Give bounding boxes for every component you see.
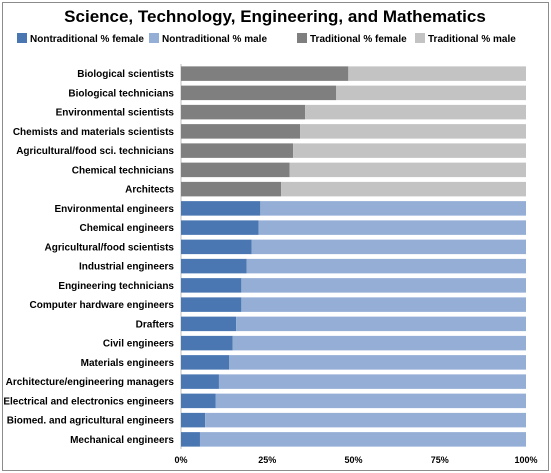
bar-male (236, 316, 526, 332)
legend-swatch (415, 33, 425, 43)
category-label: Industrial engineers (79, 262, 174, 273)
x-tick-label: 75% (431, 455, 449, 465)
bar-female (181, 239, 252, 255)
plot-area (180, 64, 527, 449)
category-label: Mechanical engineers (70, 435, 174, 446)
legend-swatch (149, 33, 159, 43)
category-labels: Biological scientists Biological technici… (3, 69, 174, 446)
bar-male (348, 66, 526, 81)
bar-male (232, 335, 526, 351)
category-label: Drafters (136, 319, 175, 330)
category-label: Architects (125, 185, 174, 196)
category-label: Civil engineers (103, 339, 175, 350)
bar-male (215, 393, 526, 409)
bar-female (181, 124, 301, 139)
category-label: Chemical engineers (80, 223, 175, 234)
category-label: Environmental engineers (55, 204, 175, 215)
bar-male (336, 85, 526, 101)
bar-female (181, 393, 216, 409)
bar-male (205, 412, 526, 428)
category-label: Architecture/engineering managers (6, 377, 175, 388)
bar-male (246, 258, 527, 274)
legend-swatch (17, 33, 27, 43)
bar-female (181, 104, 306, 120)
bar-female (181, 66, 349, 81)
x-axis-ticks: 0% 25% 50% 75% 100% (174, 455, 537, 465)
bar-male (229, 355, 527, 370)
bar-female (181, 181, 282, 197)
legend-label: Traditional % male (428, 34, 516, 45)
category-label: Chemists and materials scientists (13, 127, 175, 138)
legend-label: Traditional % female (310, 34, 407, 45)
bar-male (241, 278, 526, 293)
category-label: Agricultural/food scientists (45, 242, 175, 253)
bar-female (181, 374, 219, 389)
category-label: Engineering technicians (58, 281, 174, 292)
legend-label: Nontraditional % female (30, 34, 144, 45)
category-label: Agricultural/food sci. technicians (16, 146, 174, 157)
bar-male (218, 374, 526, 389)
bar-male (258, 220, 526, 235)
bar-female (181, 143, 294, 158)
category-label: Environmental scientists (56, 108, 175, 119)
bar-male (251, 239, 526, 255)
bar-male (305, 104, 526, 120)
bar-female (181, 162, 290, 178)
x-tick-label: 0% (174, 455, 187, 465)
bar-female (181, 258, 247, 274)
bar-female (181, 412, 206, 428)
bar-male (289, 162, 526, 178)
category-label: Biological scientists (77, 69, 174, 80)
x-tick-label: 100% (514, 455, 537, 465)
category-label: Biological technicians (68, 88, 174, 99)
category-label: Biomed. and agricultural engineers (7, 416, 175, 427)
chart-title: Science, Technology, Engineering, and Ma… (64, 7, 486, 26)
x-tick-label: 25% (258, 455, 276, 465)
category-label: Computer hardware engineers (30, 300, 175, 311)
bar-male (281, 181, 526, 197)
bar-female (181, 85, 337, 101)
bar-male (241, 297, 526, 312)
bar-female (181, 201, 261, 216)
category-label: Materials engineers (81, 358, 175, 369)
bar-female (181, 432, 200, 447)
legend-swatch (297, 33, 307, 43)
bar-female (181, 316, 237, 332)
x-tick-label: 50% (344, 455, 362, 465)
bar-female (181, 220, 259, 235)
bar-male (260, 201, 526, 216)
legend-label: Nontraditional % male (162, 34, 267, 45)
bar-male (300, 124, 526, 139)
bar-female (181, 297, 242, 312)
bar-female (181, 355, 230, 370)
bar-female (181, 335, 233, 351)
legend: Nontraditional % female Nontraditional % … (17, 33, 516, 45)
bar-male (293, 143, 526, 158)
category-label: Chemical technicians (72, 165, 175, 176)
category-label: Electrical and electronics engineers (3, 396, 174, 407)
bar-female (181, 278, 242, 293)
bar-male (199, 432, 526, 447)
